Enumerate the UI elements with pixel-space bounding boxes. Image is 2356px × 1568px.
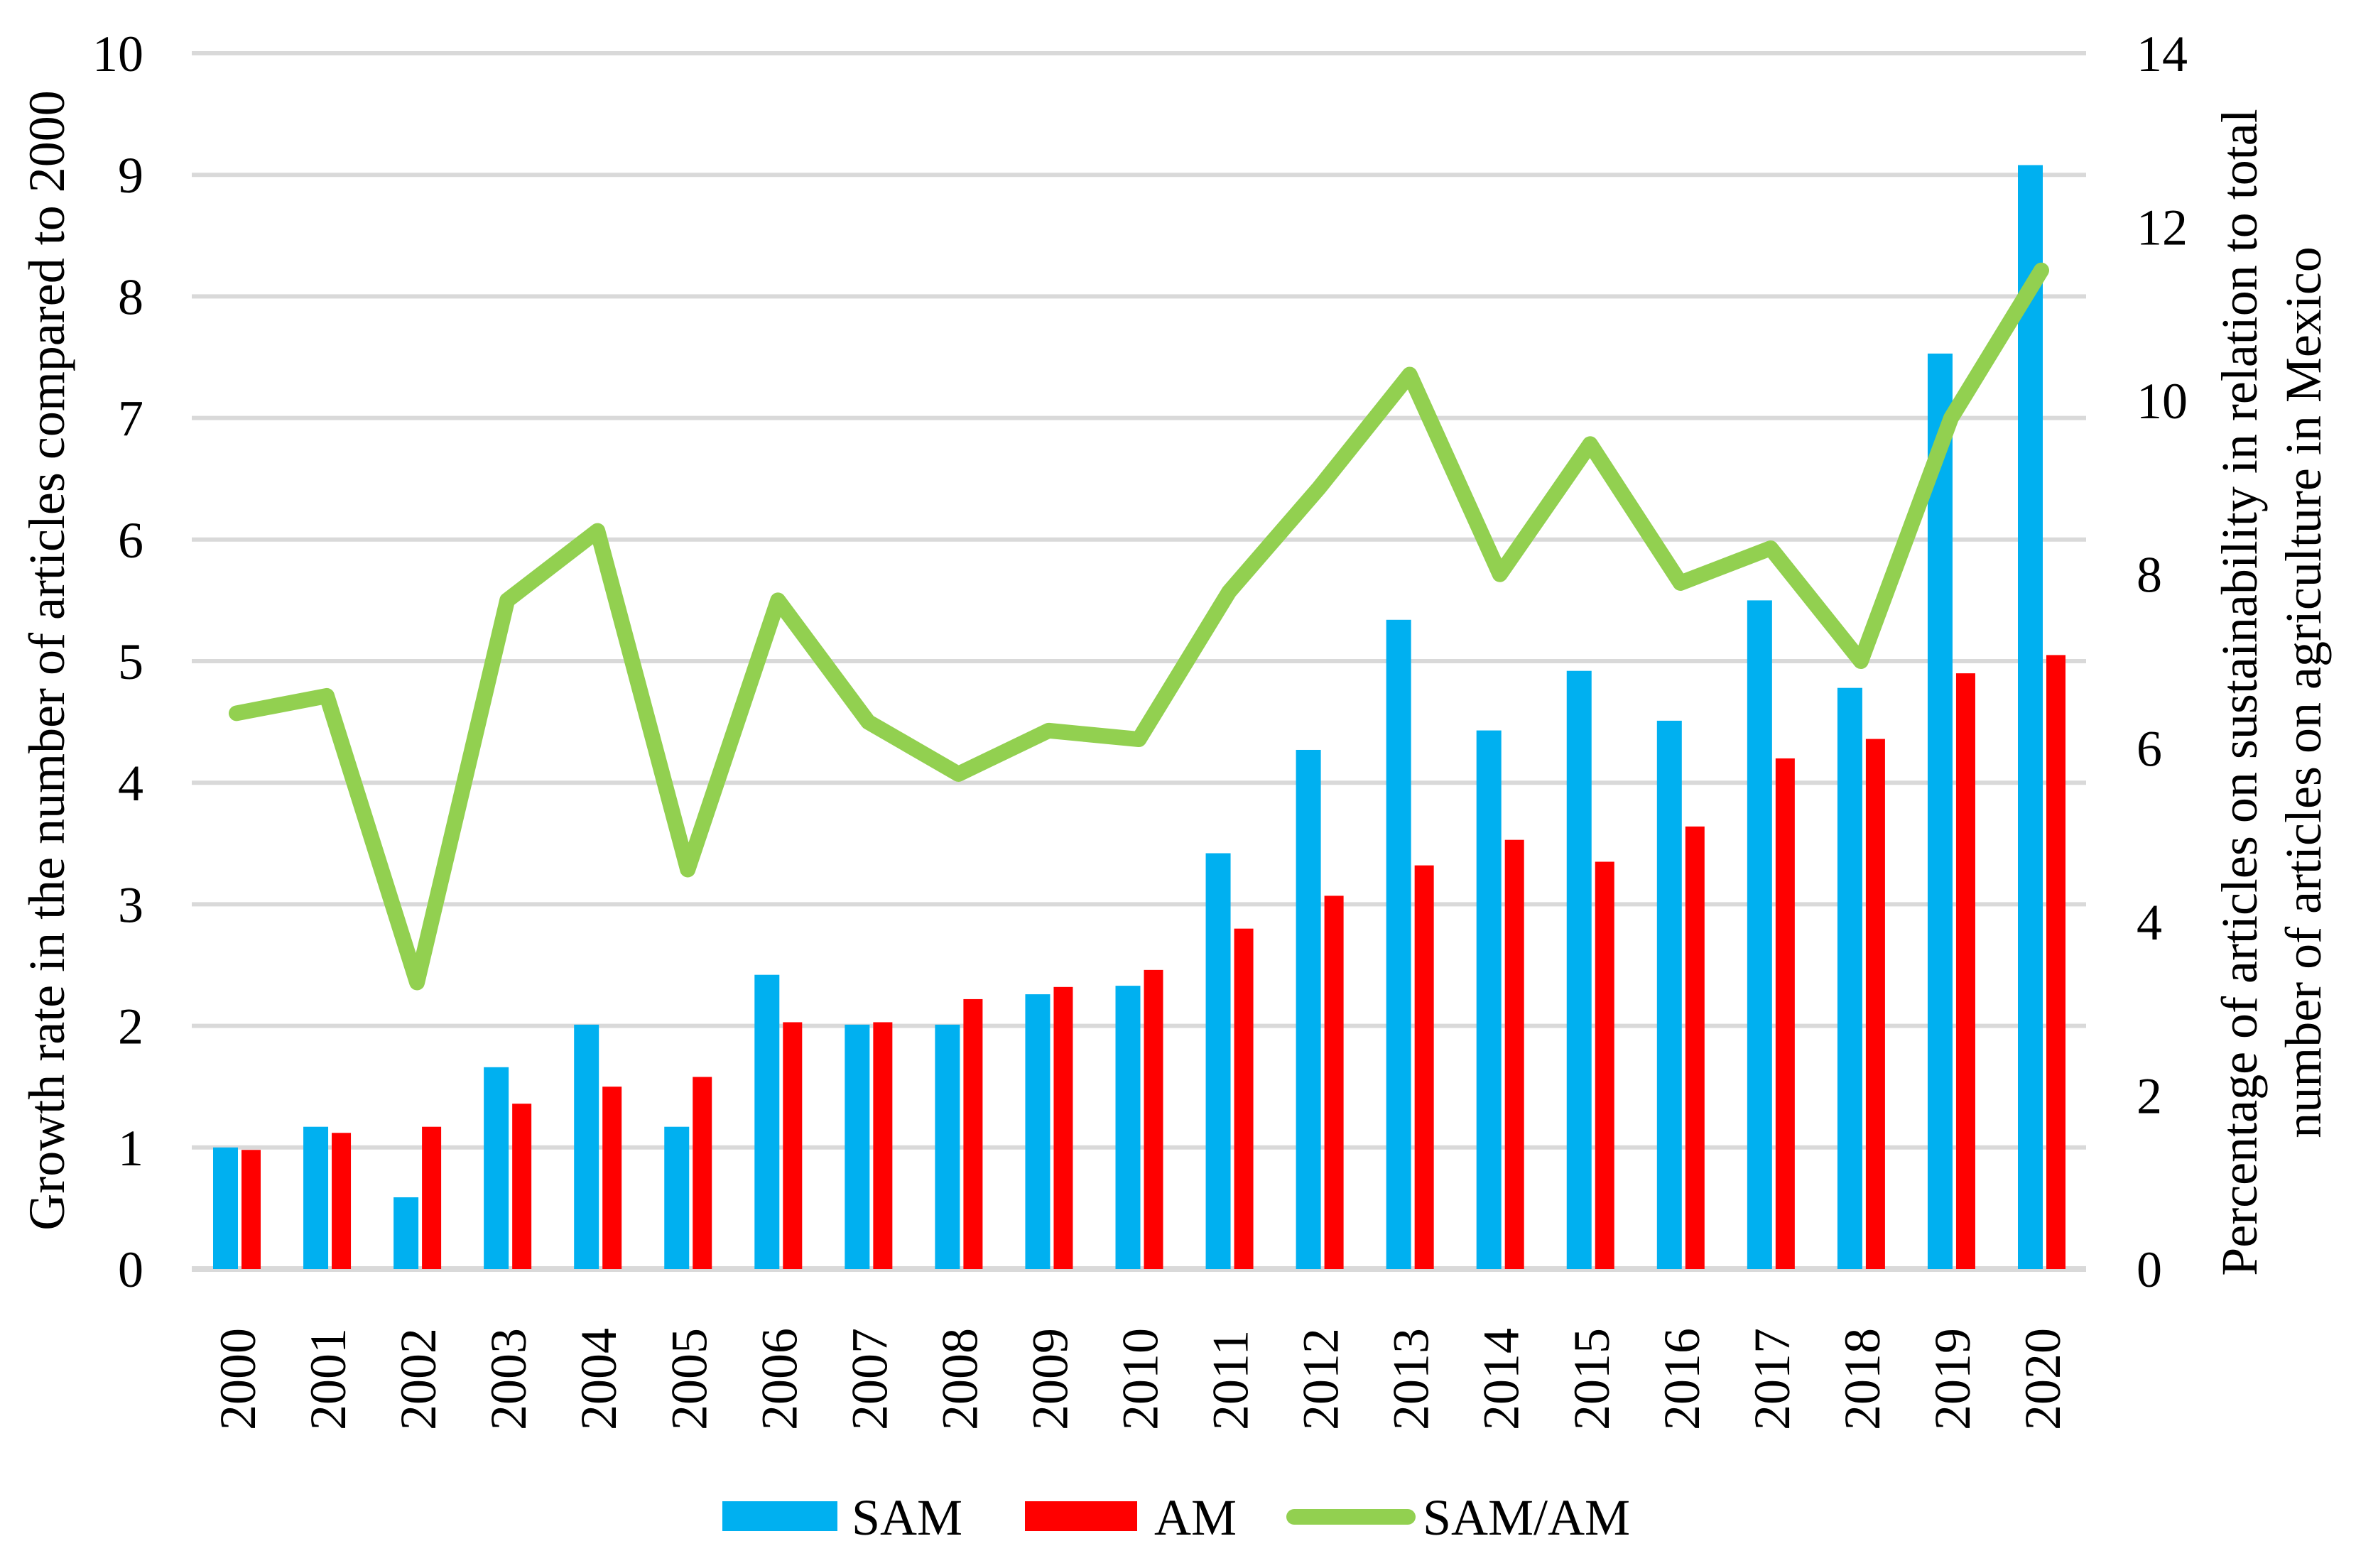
left-axis-tick: 10 [92,26,143,82]
x-axis-tick: 2019 [1924,1328,1981,1430]
bar-sam [1205,853,1231,1269]
x-axis-tick: 2002 [390,1328,447,1430]
bar-am [1775,758,1795,1269]
bar-sam [1837,687,1862,1269]
bar-am [1144,969,1163,1269]
left-axis-tick: 7 [118,391,143,447]
bar-am [1414,865,1434,1269]
x-axis-tick: 2001 [300,1328,357,1430]
bar-sam [1656,720,1682,1269]
bar-sam [1747,600,1772,1269]
bar-am [1234,928,1254,1269]
legend-key-sam-am [1286,1509,1416,1525]
bar-am [512,1104,532,1269]
right-axis-tick: 8 [2137,547,2162,604]
bar-sam [664,1126,690,1269]
left-axis-tick: 5 [118,633,143,690]
x-axis-tick: 2009 [1021,1328,1078,1430]
bar-am [2046,655,2065,1269]
bar-am [1595,861,1614,1269]
bar-sam [213,1147,238,1269]
x-axis-tick: 2005 [661,1328,717,1430]
line-sam-am [229,262,2049,991]
right-axis-tick: 10 [2137,373,2188,430]
bar-am [693,1077,712,1269]
x-axis-tick: 2020 [2014,1328,2071,1430]
x-axis-tick: 2011 [1203,1330,1259,1430]
x-axis-tick: 2007 [841,1328,898,1430]
legend-key-am [1025,1501,1137,1531]
bar-am [1324,895,1344,1269]
right-axis-tick: 12 [2137,200,2188,256]
x-axis-tick: 2016 [1654,1328,1710,1430]
left-axis-tick: 2 [118,998,143,1055]
legend-key-sam [722,1501,837,1531]
x-axis-tick: 2015 [1563,1328,1620,1430]
bar-am [783,1022,803,1269]
bar-am [422,1126,442,1269]
left-axis-tick: 8 [118,268,143,325]
left-axis-tick: 9 [118,147,143,204]
x-axis-tick: 2018 [1834,1328,1891,1430]
x-axis-tick: 2004 [570,1328,627,1430]
x-axis-tick: 2012 [1293,1328,1350,1430]
x-axis-tick: 2014 [1473,1328,1530,1430]
right-axis-tick: 14 [2137,26,2188,82]
left-axis-tick: 3 [118,876,143,933]
bar-sam [574,1024,599,1269]
x-axis-tick: 2003 [480,1328,537,1430]
bar-am [1685,826,1705,1269]
right-axis-tick: 2 [2137,1067,2162,1124]
bar-sam [1927,353,1953,1269]
bar-sam [754,974,780,1269]
x-axis-tick: 2017 [1744,1328,1801,1430]
left-axis-tick: 6 [118,512,143,569]
right-axis-tick: 0 [2137,1241,2162,1298]
right-axis-tick: 6 [2137,720,2162,777]
bar-sam [1476,730,1502,1269]
left-axis-tick: 4 [118,755,143,812]
legend-label-sam: SAM [852,1489,963,1546]
bar-sam [935,1024,960,1269]
legend-label-am: AM [1154,1489,1237,1546]
bar-am [602,1087,622,1269]
x-axis-tick: 2013 [1383,1328,1440,1430]
bar-am [873,1022,893,1269]
x-axis-tick: 2010 [1112,1328,1169,1430]
bar-sam [1296,749,1321,1269]
bar-am [963,998,983,1269]
right-axis-tick: 4 [2137,894,2162,951]
left-axis-tick: 1 [118,1120,143,1177]
bar-sam [2018,165,2043,1269]
bar-am [332,1133,352,1269]
bar-am [1504,839,1524,1269]
bar-sam [393,1197,419,1269]
x-axis-tick: 2006 [751,1328,808,1430]
bar-sam [1386,619,1411,1269]
bar-am [1053,986,1073,1269]
bar-am [1865,739,1885,1269]
bar-am [241,1150,261,1269]
left-axis-tick: 0 [118,1241,143,1298]
bar-sam [1025,994,1051,1269]
x-axis-tick: 2000 [210,1328,266,1430]
bar-sam [845,1024,870,1269]
legend-label-sam-am: SAM/AM [1423,1489,1631,1546]
bar-sam [484,1067,509,1269]
bar-am [1955,673,1975,1269]
bar-sam [303,1126,329,1269]
bar-sam [1566,670,1592,1269]
bar-sam [1115,986,1141,1269]
x-axis-tick: 2008 [931,1328,988,1430]
